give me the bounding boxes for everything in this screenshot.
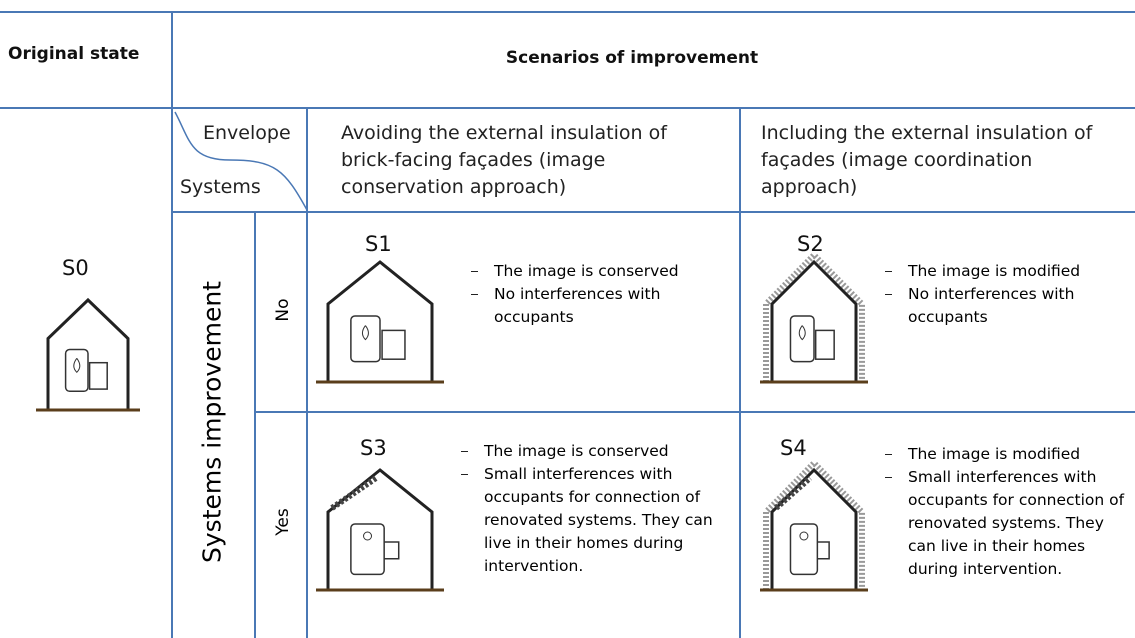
icon-part	[384, 541, 400, 560]
icon-part	[350, 523, 385, 576]
axis-label: Systems improvement	[197, 281, 227, 563]
envelope-option: Including the external insulation of faç…	[761, 122, 1093, 198]
icon-part	[361, 325, 369, 341]
corner-divider	[174, 111, 308, 211]
icon-part	[330, 475, 378, 511]
bullet-list: The image is modified Small interferences…	[882, 443, 1134, 581]
icon-part	[789, 523, 819, 576]
bullet-dash	[471, 294, 478, 295]
icon-part	[763, 250, 865, 382]
icon-part	[770, 467, 858, 590]
bullet-list: The image is conserved Small interference…	[458, 440, 728, 578]
scenario-label: S2	[797, 232, 824, 256]
bullet-item: The image is modified	[882, 260, 1132, 283]
bullet-dash	[885, 271, 892, 272]
icon-part	[64, 348, 89, 393]
icon-part	[798, 325, 806, 341]
icon-part	[363, 531, 373, 541]
bullet-dash	[885, 454, 892, 455]
scenario-label: S0	[62, 256, 89, 280]
icon-part	[46, 297, 130, 410]
bullet-item: No interferences with occupants	[468, 283, 728, 329]
icon-part	[789, 315, 815, 363]
bullet-item: Small interferences with occupants for c…	[882, 466, 1134, 581]
scenario-label: S1	[365, 232, 392, 256]
bullet-dash	[885, 477, 892, 478]
bullet-dash	[461, 451, 468, 452]
row-label: Yes	[273, 508, 293, 536]
icon-part	[770, 259, 858, 382]
bullet-item: No interferences with occupants	[882, 283, 1132, 329]
bullet-item: The image is conserved	[458, 440, 728, 463]
corner-label: Systems	[180, 176, 261, 198]
bullet-dash	[461, 474, 468, 475]
icon-part	[350, 315, 381, 363]
icon-part	[88, 361, 108, 390]
icon-part	[381, 329, 406, 360]
bullet-dash	[885, 294, 892, 295]
icon-part	[326, 468, 434, 590]
icon-part	[817, 541, 830, 560]
icon-part	[73, 358, 81, 374]
bullet-item: Small interferences with occupants for c…	[458, 463, 728, 578]
bullet-list: The image is conserved No interferences w…	[468, 260, 728, 329]
header-cell: Original state	[8, 44, 140, 64]
envelope-option: Avoiding the external insulation of bric…	[341, 122, 667, 198]
header-cell: Scenarios of improvement	[505, 48, 759, 68]
scenario-label: S3	[360, 436, 387, 460]
icon-part	[774, 475, 812, 511]
icon-part	[814, 329, 835, 360]
icon-part	[799, 531, 809, 541]
bullet-dash	[471, 271, 478, 272]
icon-part	[763, 458, 865, 590]
corner-label: Envelope	[203, 122, 291, 144]
row-label: No	[273, 298, 293, 322]
bullet-item: The image is modified	[882, 443, 1134, 466]
scenario-label: S4	[780, 436, 807, 460]
icon-part	[326, 260, 434, 382]
bullet-list: The image is modified No interferences wi…	[882, 260, 1132, 329]
bullet-item: The image is conserved	[468, 260, 728, 283]
